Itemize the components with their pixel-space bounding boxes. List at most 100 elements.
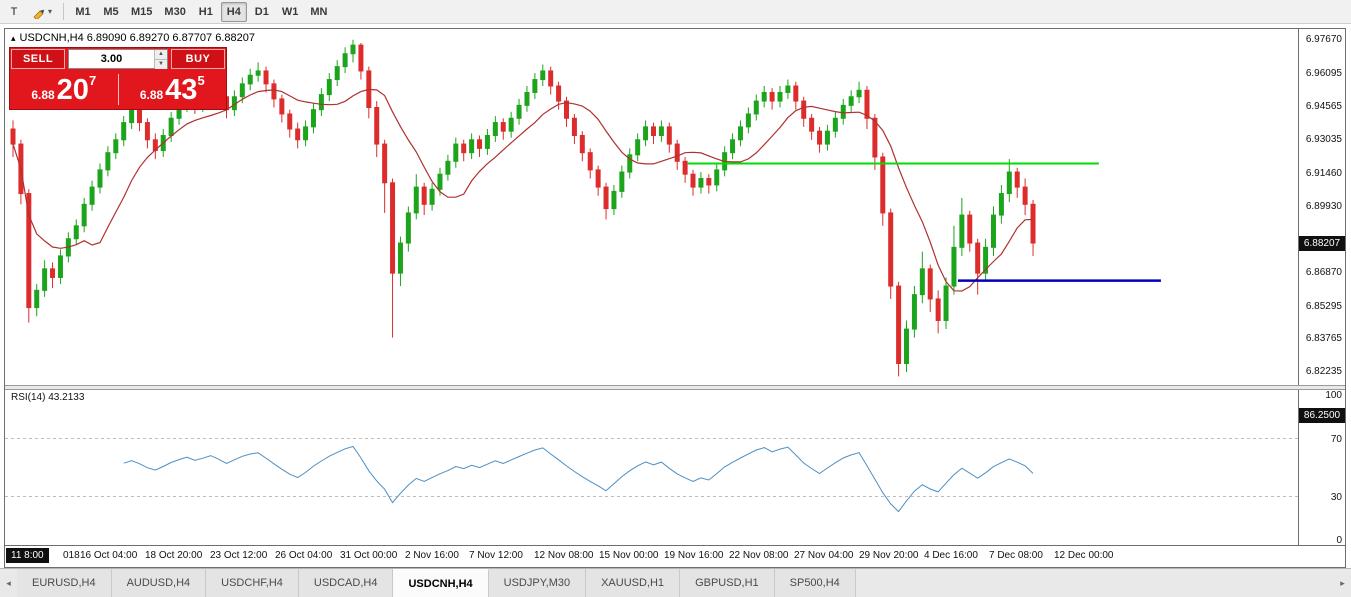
price-tick: 6.86870 (1305, 266, 1342, 278)
candle-body (350, 44, 356, 55)
tab-audusd-h4[interactable]: AUDUSD,H4 (111, 569, 207, 597)
time-label: 31 Oct 00:00 (340, 550, 398, 561)
candle-body (840, 104, 846, 119)
candle-body (824, 130, 830, 145)
text-tool-button[interactable]: T (10, 5, 18, 18)
candle-body (413, 186, 419, 214)
chart-splitter[interactable] (5, 385, 1345, 390)
candle-body (967, 214, 973, 244)
tab-scroll-left-icon[interactable]: ◂ (6, 577, 11, 588)
tab-sp500-h4[interactable]: SP500,H4 (774, 569, 856, 597)
candle-body (975, 242, 981, 274)
time-label: 23 Oct 12:00 (210, 550, 268, 561)
candle-body (888, 212, 894, 287)
volume-input[interactable]: 3.00 ▲ ▼ (68, 49, 168, 69)
volume-spin-down-icon[interactable]: ▼ (155, 59, 167, 69)
crayon-icon (32, 5, 46, 19)
timeframe-m1[interactable]: M1 (75, 5, 91, 18)
candle-body (287, 113, 293, 130)
candle-body (959, 214, 965, 248)
symbol-tab-bar: ◂ EURUSD,H4 AUDUSD,H4 USDCHF,H4 USDCAD,H4 US… (0, 568, 1351, 597)
volume-spinner: ▲ ▼ (154, 50, 167, 69)
candle-body (168, 117, 174, 136)
candle-body (342, 53, 348, 68)
ask-pip-digit: 5 (197, 73, 205, 88)
main-chart-svg[interactable] (5, 29, 1298, 385)
candle-body (872, 117, 878, 158)
candle-body (255, 70, 261, 76)
price-axis[interactable]: 6.88207 6.97670 6.96095 6.94565 6.93035 6.91… (1298, 29, 1345, 385)
timeframe-d1[interactable]: D1 (254, 5, 269, 18)
candle-body (737, 126, 743, 141)
candle-body (97, 169, 103, 188)
bid-prefix: 6.88 (31, 88, 55, 102)
candle-body (405, 212, 411, 244)
candle-body (690, 173, 696, 188)
ask-price[interactable]: 6.88 43 5 (119, 70, 227, 109)
timeframe-m30[interactable]: M30 (164, 5, 186, 18)
time-label: 7 Nov 12:00 (469, 550, 523, 561)
tab-scroll-right-icon[interactable]: ▸ (1340, 577, 1345, 588)
rsi-label: RSI(14) 43.2133 (11, 392, 85, 403)
time-label: 19 Nov 16:00 (664, 550, 724, 561)
tab-eurusd-h4[interactable]: EURUSD,H4 (17, 569, 112, 597)
candle-body (445, 160, 451, 175)
candle-body (382, 143, 388, 184)
candle-body (26, 193, 32, 309)
price-tick: 6.97670 (1305, 34, 1342, 46)
timeframe-h4[interactable]: H4 (220, 1, 247, 22)
tab-gbpusd-h1[interactable]: GBPUSD,H1 (680, 569, 775, 597)
tab-usdcad-h4[interactable]: USDCAD,H4 (298, 569, 394, 597)
panel-collapse-icon[interactable]: ▴ (11, 33, 16, 43)
candle-body (358, 44, 364, 72)
rsi-axis[interactable]: 86.2500 100 70 30 0 (1298, 390, 1345, 546)
candle-body (73, 225, 79, 240)
volume-spin-up-icon[interactable]: ▲ (155, 50, 167, 59)
chart-window: ▴ USDCNH,H4 6.89090 6.89270 6.87707 6.882… (4, 28, 1346, 568)
candle-body (896, 285, 902, 364)
candle-body (571, 117, 577, 136)
candle-body (500, 122, 506, 132)
candle-body (279, 98, 285, 115)
timeframe-mn[interactable]: MN (310, 5, 328, 18)
candle-body (793, 85, 799, 102)
rsi-svg[interactable] (5, 390, 1298, 545)
volume-value[interactable]: 3.00 (100, 53, 123, 65)
tab-usdcnh-h4[interactable]: USDCNH,H4 (393, 569, 489, 597)
time-axis[interactable]: 11 8:00 018 16 Oct 04:00 18 Oct 20:00 23 O… (5, 545, 1345, 567)
buy-button[interactable]: BUY (171, 49, 225, 69)
tab-xauusd-h1[interactable]: XAUUSD,H1 (586, 569, 681, 597)
candle-body (848, 96, 854, 106)
rsi-tick: 100 (1325, 390, 1342, 401)
candle-body (674, 143, 680, 162)
rsi-line (123, 445, 1034, 513)
timeframe-group: M1 M5 M15 M30 H1 H4 D1 W1 MN (69, 1, 333, 22)
candle-body (714, 169, 720, 186)
tab-usdjpy-m30[interactable]: USDJPY,M30 (488, 569, 587, 597)
candle-body (540, 70, 546, 81)
price-tick: 6.96095 (1305, 68, 1342, 80)
time-label: 22 Nov 08:00 (729, 550, 789, 561)
bid-big-digits: 20 (56, 73, 89, 106)
timeframe-h1[interactable]: H1 (198, 5, 213, 18)
timeframe-m15[interactable]: M15 (131, 5, 153, 18)
candle-body (524, 91, 530, 106)
timeframe-m5[interactable]: M5 (103, 5, 119, 18)
colors-tool-button[interactable]: ▾ (27, 2, 57, 22)
candle-body (864, 89, 870, 119)
main-chart-area[interactable]: ▴ USDCNH,H4 6.89090 6.89270 6.87707 6.882… (5, 29, 1298, 385)
candle-body (990, 214, 996, 248)
candle-body (785, 85, 791, 93)
timeframe-w1[interactable]: W1 (281, 5, 299, 18)
time-label-clipped: 018 (63, 550, 80, 561)
bid-price[interactable]: 6.88 20 7 (10, 70, 118, 109)
candle-body (627, 154, 633, 173)
candle-body (643, 126, 649, 141)
candle-body (998, 193, 1004, 216)
rsi-pane[interactable]: RSI(14) 43.2133 (5, 390, 1298, 545)
candle-body (113, 139, 119, 154)
tab-usdchf-h4[interactable]: USDCHF,H4 (206, 569, 299, 597)
candle-body (397, 242, 403, 274)
sell-button[interactable]: SELL (11, 49, 65, 69)
candle-body (611, 190, 617, 210)
